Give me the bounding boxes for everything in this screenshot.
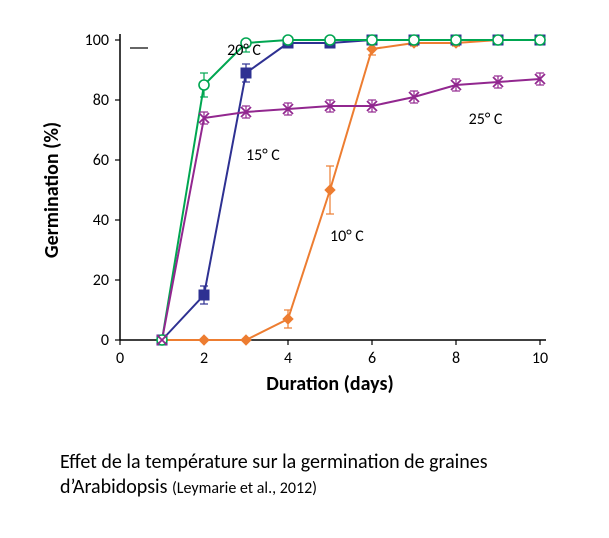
series-label-20c: 20° C	[227, 41, 261, 60]
svg-text:4: 4	[284, 349, 292, 368]
svg-text:40: 40	[93, 211, 109, 230]
svg-text:100: 100	[85, 31, 109, 50]
series-label-25c: 25° C	[469, 110, 503, 129]
series-line-20c	[162, 40, 540, 340]
svg-text:60: 60	[93, 151, 109, 170]
svg-text:80: 80	[93, 91, 109, 110]
svg-text:0: 0	[116, 349, 124, 368]
svg-text:2: 2	[200, 349, 208, 368]
series-line-10c	[162, 40, 540, 340]
x-axis-label: Duration (days)	[266, 372, 393, 396]
caption-reference: (Leymarie et al., 2012)	[172, 479, 317, 498]
figure-caption: Effet de la température sur la germinati…	[60, 450, 559, 500]
series-label-15c: 15° C	[246, 146, 280, 165]
y-axis-label: Germination (%)	[40, 122, 64, 258]
svg-text:0: 0	[101, 331, 109, 350]
germination-chart: 0 20 40 60 80 100 0 2 4 6 8 10 Duration (days) Germin…	[30, 20, 590, 420]
svg-text:10: 10	[532, 349, 548, 368]
series-label-10c: 10° C	[330, 227, 364, 246]
svg-text:20: 20	[93, 271, 109, 290]
svg-text:8: 8	[452, 349, 460, 368]
svg-text:6: 6	[368, 349, 376, 368]
chart-svg: 0 20 40 60 80 100 0 2 4 6 8 10 Duration (days) Germin…	[30, 20, 590, 420]
series-line-15c	[162, 40, 540, 340]
